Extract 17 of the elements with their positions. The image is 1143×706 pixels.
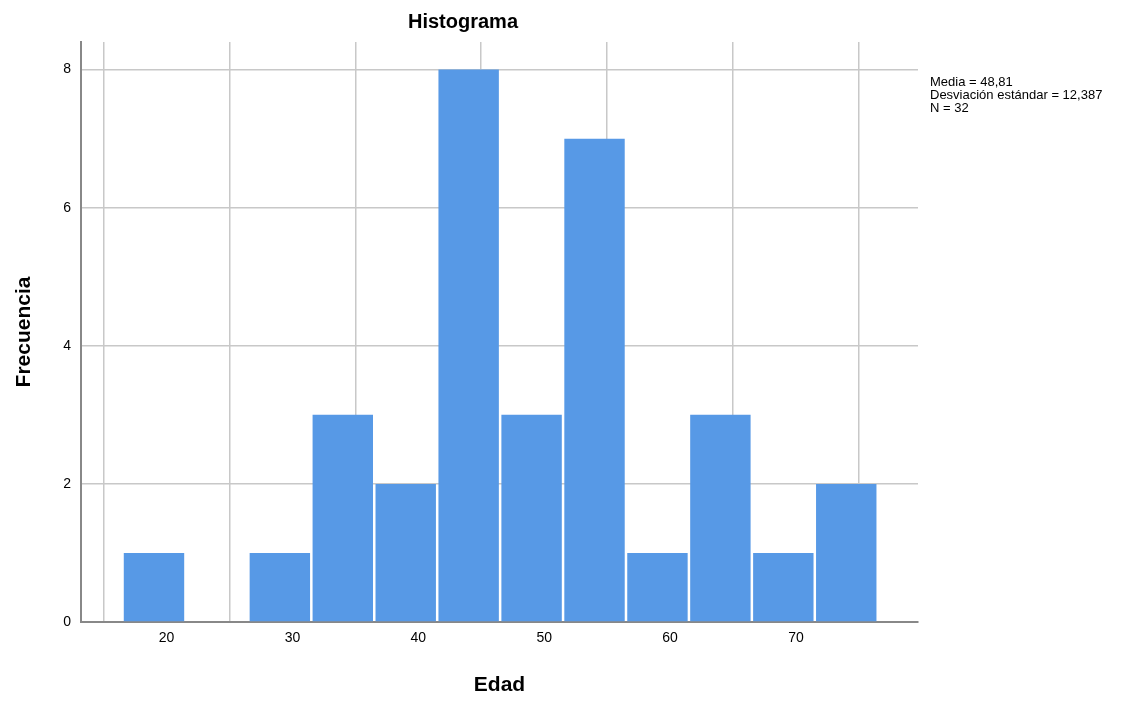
text: N = 32 (930, 100, 969, 116)
y-tick-label: 4 (63, 336, 72, 353)
y-tick-label: 6 (63, 198, 72, 215)
y-axis-title: Frecuencia (11, 276, 35, 388)
x-tick-label: 40 (410, 629, 427, 646)
y-tick-label: 2 (63, 474, 72, 491)
y-tick-label: 8 (63, 60, 72, 77)
text: Desviación estándar = 12,387 (930, 87, 1103, 103)
x-tick-label: 50 (536, 629, 553, 646)
x-axis-title: Edad (473, 672, 526, 696)
x-tick-label: 70 (788, 629, 804, 646)
text: Media = 48,81 (930, 74, 1013, 90)
chart-title: Histograma (407, 9, 519, 32)
y-tick-label: 0 (63, 612, 72, 629)
x-tick-label: 30 (284, 629, 301, 646)
x-tick-label: 60 (662, 629, 679, 646)
x-tick-label: 20 (158, 629, 175, 646)
